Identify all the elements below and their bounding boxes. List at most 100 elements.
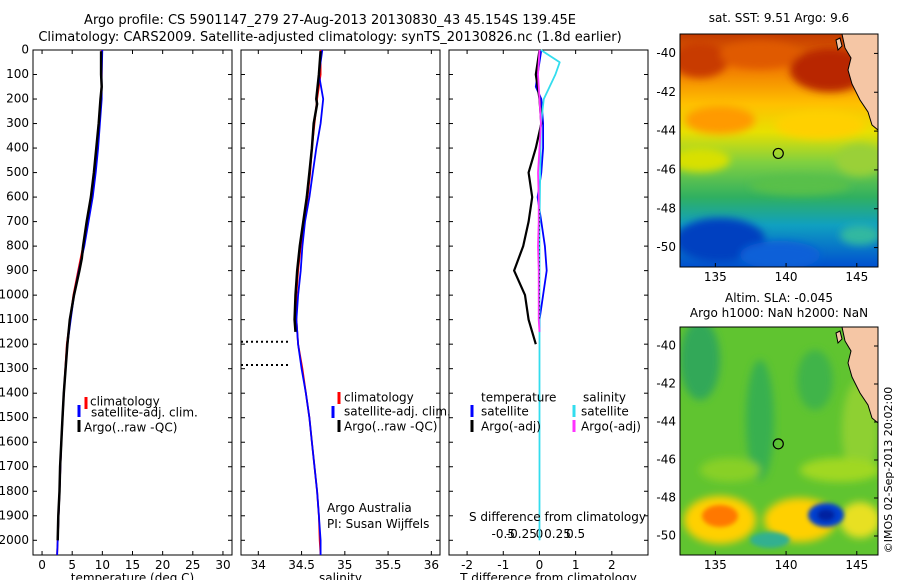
y-tick-label: 200 bbox=[6, 92, 29, 106]
temperature-legend: climatology satellite-adj. clim. Argo(..… bbox=[77, 395, 198, 435]
series-line-satellite-adj-clim- bbox=[295, 49, 325, 555]
series-line-salinity-argo-adj- bbox=[537, 49, 542, 332]
map-y-tick-label: -42 bbox=[656, 377, 676, 391]
x-axis-label: temperature (deg C) bbox=[71, 571, 194, 580]
map-y-tick-label: -46 bbox=[656, 453, 676, 467]
s-tick-label: -0.5 bbox=[492, 527, 515, 541]
y-tick-label: 400 bbox=[6, 141, 29, 155]
x-tick-label: 34.5 bbox=[288, 558, 315, 572]
s-tick-label: 0.25 bbox=[544, 527, 571, 541]
sla-map: Altim. SLA: -0.045 Argo h1000: NaN h2000… bbox=[656, 291, 879, 572]
y-tick-label: 700 bbox=[6, 214, 29, 228]
figure-title-line1: Argo profile: CS 5901147_279 27-Aug-2013… bbox=[84, 13, 576, 28]
salinity-panel-frame bbox=[240, 49, 441, 556]
map-x-tick-label: 140 bbox=[775, 558, 798, 572]
imos-timestamp: ©IMOS 02-Sep-2013 20:02:00 bbox=[882, 387, 895, 553]
annotation-s-difference: S difference from climatology bbox=[469, 510, 646, 524]
legend-label-s-argo: Argo(-adj) bbox=[581, 420, 641, 434]
argo-float-marker bbox=[772, 438, 784, 450]
legend-label-argo: Argo(..raw -QC) bbox=[84, 421, 177, 435]
sla-map-title: Altim. SLA: -0.045 bbox=[725, 291, 833, 305]
map-y-tick-label: -50 bbox=[656, 529, 676, 543]
y-tick-label: 1000 bbox=[0, 288, 29, 302]
y-tick-label: 1100 bbox=[0, 312, 29, 326]
y-tick-label: 2000 bbox=[0, 533, 29, 547]
x-tick-label: 35 bbox=[337, 558, 352, 572]
map-y-tick-label: -44 bbox=[656, 124, 676, 138]
y-tick-label: 1900 bbox=[0, 508, 29, 522]
map-y-tick-label: -48 bbox=[656, 201, 676, 215]
y-tick-label: 1600 bbox=[0, 435, 29, 449]
y-tick-label: 1500 bbox=[0, 410, 29, 424]
legend-label-t-argo: Argo(-adj) bbox=[481, 420, 541, 434]
map-y-tick-label: -40 bbox=[656, 339, 676, 353]
y-tick-label: 800 bbox=[6, 239, 29, 253]
x-tick-label: -2 bbox=[461, 558, 473, 572]
y-tick-label: 100 bbox=[6, 67, 29, 81]
map-y-tick-label: -50 bbox=[656, 240, 676, 254]
y-tick-label: 300 bbox=[6, 116, 29, 130]
sla-map-frame bbox=[679, 326, 879, 556]
legend-label-satellite: satellite-adj. clim. bbox=[344, 405, 451, 419]
x-axis-label: salinity bbox=[319, 571, 362, 580]
legend-label-argo: Argo(..raw -QC) bbox=[344, 420, 437, 434]
x-tick-label: 20 bbox=[155, 558, 170, 572]
annotation-argo-australia: Argo Australia bbox=[327, 501, 412, 515]
land-island bbox=[835, 330, 843, 345]
land-tasmania bbox=[841, 327, 878, 424]
difference-panel-frame bbox=[448, 49, 649, 556]
x-tick-label: 1 bbox=[572, 558, 580, 572]
legend-label-satellite: satellite-adj. clim. bbox=[91, 406, 198, 420]
y-tick-label: 1300 bbox=[0, 361, 29, 375]
y-tick-label: 900 bbox=[6, 263, 29, 277]
sst-map: sat. SST: 9.51 Argo: 9.6 135 140 145 -40 -42 bbox=[656, 11, 879, 284]
map-x-tick-label: 135 bbox=[704, 558, 727, 572]
x-tick-label: 30 bbox=[215, 558, 230, 572]
x-tick-label: 2 bbox=[608, 558, 616, 572]
land-island bbox=[835, 37, 843, 52]
map-x-tick-label: 135 bbox=[704, 270, 727, 284]
s-tick-label: -0.25 bbox=[506, 527, 537, 541]
x-tick-label: 35.5 bbox=[375, 558, 402, 572]
argo-float-marker bbox=[772, 147, 784, 160]
temperature-panel-frame bbox=[32, 49, 233, 556]
x-tick-label: 25 bbox=[185, 558, 200, 572]
legend-head-salinity: salinity bbox=[583, 391, 626, 405]
sst-map-frame bbox=[679, 33, 879, 268]
y-tick-label: 0 bbox=[21, 43, 29, 57]
y-tick-label: 1400 bbox=[0, 386, 29, 400]
annotation-pi: PI: Susan Wijffels bbox=[327, 517, 429, 531]
x-tick-label: 10 bbox=[95, 558, 110, 572]
y-tick-label: 1200 bbox=[0, 337, 29, 351]
map-x-tick-label: 145 bbox=[845, 270, 868, 284]
map-y-tick-label: -46 bbox=[656, 162, 676, 176]
sst-map-title: sat. SST: 9.51 Argo: 9.6 bbox=[709, 11, 849, 25]
y-tick-label: 1800 bbox=[0, 484, 29, 498]
legend-label-s-satellite: satellite bbox=[581, 405, 629, 419]
map-y-tick-label: -44 bbox=[656, 415, 676, 429]
map-y-tick-label: -42 bbox=[656, 85, 676, 99]
sla-map-subtitle: Argo h1000: NaN h2000: NaN bbox=[690, 306, 868, 320]
series-line-argo-raw-qc- bbox=[293, 51, 322, 332]
y-tick-label: 600 bbox=[6, 190, 29, 204]
y-tick-label: 500 bbox=[6, 165, 29, 179]
map-x-tick-label: 145 bbox=[845, 558, 868, 572]
difference-legend: temperature salinity satellite satellite… bbox=[470, 391, 641, 434]
x-tick-label: 36 bbox=[424, 558, 439, 572]
legend-label-climatology: climatology bbox=[90, 395, 160, 409]
land-tasmania bbox=[841, 34, 878, 131]
legend-head-temperature: temperature bbox=[481, 391, 556, 405]
map-x-tick-label: 140 bbox=[775, 270, 798, 284]
s-tick-label: 0.5 bbox=[566, 527, 585, 541]
x-tick-label: 0 bbox=[536, 558, 544, 572]
series-line-argo-raw-qc- bbox=[56, 51, 103, 541]
map-y-tick-label: -48 bbox=[656, 491, 676, 505]
x-tick-label: 15 bbox=[125, 558, 140, 572]
salinity-legend: climatology satellite-adj. clim. Argo(..… bbox=[331, 391, 451, 434]
figure-title-line2: Climatology: CARS2009. Satellite-adjuste… bbox=[38, 30, 622, 45]
y-tick-label: 1700 bbox=[0, 459, 29, 473]
legend-label-climatology: climatology bbox=[344, 391, 414, 405]
x-tick-label: -1 bbox=[497, 558, 509, 572]
x-tick-label: 5 bbox=[68, 558, 76, 572]
